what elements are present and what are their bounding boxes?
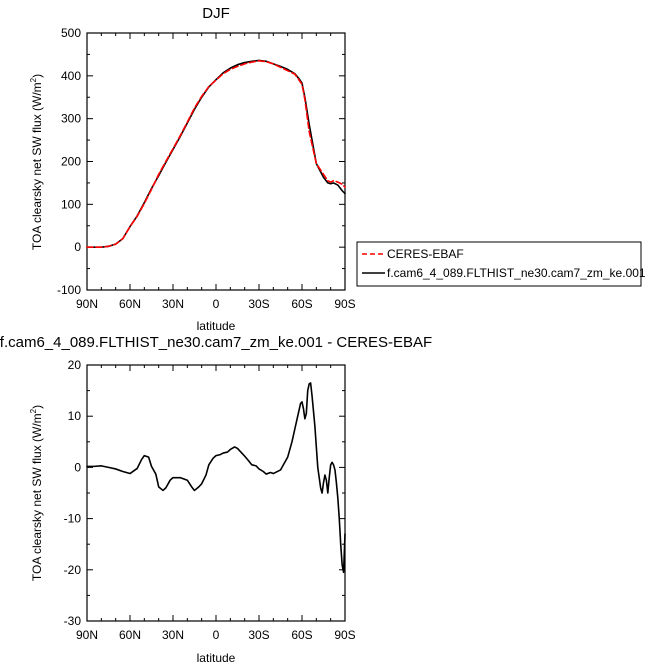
bottom-y-axis-label-close: )	[30, 405, 44, 409]
bottom-x-axis-label: latitude	[197, 651, 236, 665]
legend-label-ceres: CERES-EBAF	[387, 247, 464, 261]
top-x-axis-label: latitude	[197, 319, 236, 333]
bottom-x-tick-label: 60S	[291, 628, 312, 642]
top-panel-title: DJF	[202, 5, 230, 22]
top-x-tick-label: 30S	[248, 297, 269, 311]
bottom-panel-title: f.cam6_4_089.FLTHIST_ne30.cam7_zm_ke.001…	[0, 334, 432, 351]
bottom-y-axis-label: TOA clearsky net SW flux (W/m2)	[29, 405, 44, 581]
bottom-x-tick-label: 90N	[76, 628, 98, 642]
top-y-axis-label: TOA clearsky net SW flux (W/m2)	[29, 74, 44, 250]
top-series-lines	[86, 59, 346, 248]
top-y-tick-label: 500	[61, 26, 81, 40]
legend-box	[356, 241, 642, 287]
bottom-x-tick-label: 60N	[119, 628, 141, 642]
bottom-x-tick-label: 30N	[162, 628, 184, 642]
top-x-tick-label: 60N	[119, 297, 141, 311]
bottom-y-tick-label: -10	[64, 512, 82, 526]
legend: CERES-EBAF f.cam6_4_089.FLTHIST_ne30.cam…	[356, 241, 646, 287]
bottom-y-tick-label: 10	[68, 409, 82, 423]
bottom-y-tick-label: -30	[64, 614, 82, 628]
top-axis-ticks: 90N 60N 30N 0 30S 60S 90S -100 0 100 200 300 400 500	[57, 26, 356, 311]
top-x-tick-label: 30N	[162, 297, 184, 311]
bottom-y-axis-label-main: TOA clearsky net SW flux (W/m	[30, 413, 44, 581]
legend-label-model: f.cam6_4_089.FLTHIST_ne30.cam7_zm_ke.001	[387, 266, 646, 280]
bottom-y-tick-label: -20	[64, 563, 82, 577]
bottom-y-tick-label: 20	[68, 358, 82, 372]
top-y-axis-label-sup: 2	[29, 77, 38, 82]
bottom-x-tick-label: 0	[213, 628, 220, 642]
bottom-axis-ticks: 90N 60N 30N 0 30S 60S 90S -30 -20 -10 0 10 20	[64, 358, 356, 642]
top-panel: DJF 90N 60N 30N 0 30S 60S 90S -100 0 100 200 300 400…	[29, 5, 356, 333]
bottom-y-axis-label-sup: 2	[29, 408, 38, 413]
bottom-x-tick-label: 30S	[248, 628, 269, 642]
top-y-tick-label: -100	[57, 283, 81, 297]
bottom-panel: f.cam6_4_089.FLTHIST_ne30.cam7_zm_ke.001…	[0, 334, 432, 665]
bottom-y-tick-label: 0	[74, 460, 81, 474]
top-series-line-b	[86, 59, 346, 248]
top-x-tick-label: 0	[213, 297, 220, 311]
top-x-tick-label: 60S	[291, 297, 312, 311]
top-y-tick-label: 0	[74, 240, 81, 254]
top-y-tick-label: 200	[61, 155, 81, 169]
top-y-axis-label-close: )	[30, 74, 44, 78]
top-y-tick-label: 100	[61, 197, 81, 211]
top-y-axis-label-main: TOA clearsky net SW flux (W/m	[30, 82, 44, 250]
bottom-series-lines	[86, 382, 346, 574]
bottom-series-line-a	[86, 382, 346, 574]
bottom-x-tick-label: 90S	[334, 628, 355, 642]
top-x-tick-label: 90S	[334, 297, 355, 311]
top-plot-frame	[86, 32, 346, 291]
top-y-tick-label: 300	[61, 112, 81, 126]
top-y-tick-label: 400	[61, 69, 81, 83]
top-x-tick-label: 90N	[76, 297, 98, 311]
top-series-line-a	[86, 60, 346, 248]
